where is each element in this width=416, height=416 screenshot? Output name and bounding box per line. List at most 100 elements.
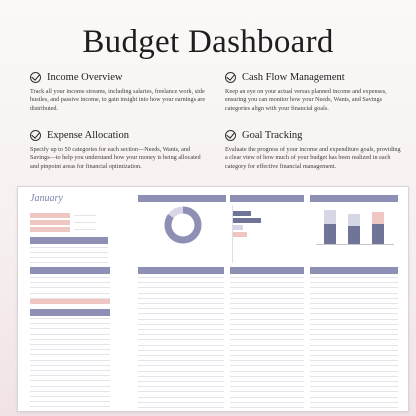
table-row bbox=[310, 370, 398, 372]
table-row bbox=[138, 313, 224, 315]
allocation-bar bbox=[324, 224, 336, 244]
cash-flow-summary-header bbox=[230, 195, 304, 202]
table-row bbox=[310, 401, 398, 403]
dashboard-preview: January bbox=[17, 186, 409, 412]
table-row bbox=[310, 360, 398, 362]
wants-table-header bbox=[230, 267, 304, 274]
table-row bbox=[310, 355, 398, 356]
table-row bbox=[230, 381, 304, 382]
feature-heading: Cash Flow Management bbox=[242, 72, 345, 83]
income-table-header bbox=[30, 309, 110, 316]
table-row bbox=[138, 407, 224, 408]
cash-flow-bar bbox=[233, 232, 247, 237]
table-row bbox=[30, 401, 110, 403]
table-row bbox=[230, 277, 304, 278]
table-row bbox=[138, 334, 224, 336]
savings-table-header bbox=[310, 267, 398, 274]
table-row bbox=[138, 386, 224, 388]
table-row bbox=[310, 303, 398, 304]
table-row bbox=[138, 339, 224, 341]
table-row bbox=[310, 313, 398, 315]
table-row bbox=[138, 391, 224, 393]
table-row bbox=[230, 407, 304, 408]
table-row bbox=[30, 338, 110, 340]
table-row bbox=[230, 329, 304, 330]
check-circle-icon bbox=[225, 130, 236, 141]
cash-flow-bar-chart bbox=[232, 205, 302, 263]
table-row bbox=[310, 386, 398, 388]
table-row bbox=[138, 360, 224, 362]
table-row bbox=[138, 381, 224, 382]
table-row bbox=[30, 328, 110, 330]
table-row bbox=[310, 323, 398, 325]
summary-line bbox=[74, 222, 96, 223]
table-row bbox=[138, 344, 224, 346]
table-row bbox=[230, 339, 304, 341]
table-row bbox=[230, 344, 304, 346]
table-row bbox=[310, 349, 398, 351]
feature-income-overview: Income Overview Track all your income st… bbox=[30, 72, 208, 113]
table-row bbox=[30, 354, 110, 356]
table-row bbox=[230, 292, 304, 294]
table-row bbox=[310, 308, 398, 310]
table-row bbox=[138, 287, 224, 289]
summary-block bbox=[30, 227, 70, 232]
table-row bbox=[230, 370, 304, 372]
table-row bbox=[138, 396, 224, 398]
table-row bbox=[230, 334, 304, 336]
table-row bbox=[30, 287, 110, 289]
table-row bbox=[230, 360, 304, 362]
table-total-row bbox=[30, 299, 110, 304]
table-row bbox=[138, 365, 224, 367]
table-row bbox=[138, 318, 224, 320]
table-row bbox=[310, 381, 398, 382]
summary-block bbox=[30, 213, 70, 218]
table-row bbox=[230, 308, 304, 310]
table-row bbox=[138, 355, 224, 356]
table-row bbox=[138, 375, 224, 377]
table-row bbox=[138, 349, 224, 351]
page-title: Budget Dashboard bbox=[82, 24, 334, 60]
month-title: January bbox=[30, 193, 63, 204]
summary-table-row bbox=[30, 247, 108, 248]
table-row bbox=[230, 318, 304, 320]
donut-segment bbox=[164, 206, 202, 244]
table-row bbox=[30, 385, 110, 387]
feature-description: Specify up to 50 categories for each sec… bbox=[30, 146, 201, 170]
table-row bbox=[30, 349, 110, 351]
feature-heading: Expense Allocation bbox=[47, 130, 129, 141]
table-row bbox=[230, 391, 304, 393]
table-row bbox=[310, 292, 398, 294]
table-row bbox=[230, 375, 304, 377]
feature-description: Track all your income streams, including… bbox=[30, 88, 206, 112]
table-row bbox=[310, 329, 398, 330]
table-row bbox=[230, 282, 304, 284]
table-row bbox=[30, 344, 110, 345]
table-row bbox=[230, 313, 304, 315]
summary-block bbox=[30, 220, 70, 225]
table-row bbox=[138, 308, 224, 310]
cash-flow-table-header bbox=[30, 267, 110, 274]
table-row bbox=[138, 303, 224, 304]
check-circle-icon bbox=[30, 130, 41, 141]
table-row bbox=[230, 396, 304, 398]
allocation-bar bbox=[348, 226, 360, 244]
table-row bbox=[230, 365, 304, 367]
table-row bbox=[310, 297, 398, 299]
table-row bbox=[30, 318, 110, 319]
table-row bbox=[30, 297, 110, 299]
table-row bbox=[30, 380, 110, 382]
table-row bbox=[310, 375, 398, 377]
income-donut-chart bbox=[164, 206, 202, 244]
table-row bbox=[30, 277, 110, 278]
summary-line bbox=[74, 215, 96, 216]
table-row bbox=[30, 396, 110, 397]
table-row bbox=[310, 318, 398, 320]
summary-table-header bbox=[30, 237, 108, 244]
feature-heading: Income Overview bbox=[47, 72, 123, 83]
summary-table-row bbox=[30, 252, 108, 253]
table-row bbox=[230, 386, 304, 388]
table-row bbox=[30, 375, 110, 377]
table-row bbox=[230, 355, 304, 356]
feature-goal-tracking: Goal Tracking Evaluate the progress of y… bbox=[225, 130, 403, 171]
